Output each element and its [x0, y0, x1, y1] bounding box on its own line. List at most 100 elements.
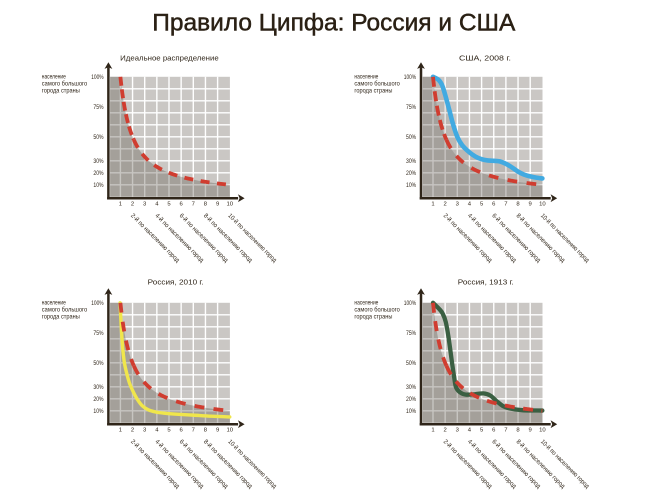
svg-text:9: 9: [216, 201, 219, 207]
svg-text:10%: 10%: [93, 182, 103, 189]
svg-text:8: 8: [516, 201, 520, 207]
svg-text:7: 7: [192, 427, 195, 433]
svg-text:2: 2: [444, 201, 447, 207]
svg-text:самого большого: самого большого: [42, 306, 88, 314]
svg-text:1: 1: [431, 201, 434, 207]
svg-text:9: 9: [529, 427, 532, 433]
svg-text:2: 2: [444, 427, 447, 433]
svg-text:100%: 100%: [404, 74, 416, 81]
svg-text:7: 7: [504, 201, 507, 207]
svg-text:9: 9: [529, 201, 532, 207]
svg-text:4-й по населению город: 4-й по населению город: [153, 212, 206, 265]
svg-text:30%: 30%: [93, 384, 103, 391]
svg-text:4: 4: [468, 201, 472, 207]
svg-text:2: 2: [131, 427, 134, 433]
svg-text:6: 6: [180, 427, 184, 433]
svg-text:10%: 10%: [406, 408, 416, 415]
svg-text:50%: 50%: [406, 360, 416, 367]
svg-text:6-й по населению город: 6-й по населению город: [490, 438, 543, 491]
svg-text:самого большого: самого большого: [42, 80, 88, 88]
svg-text:8-й по населению город: 8-й по населению город: [202, 438, 255, 491]
svg-text:10-й по населению город: 10-й по населению город: [226, 212, 279, 265]
svg-text:50%: 50%: [93, 360, 103, 367]
svg-text:10: 10: [226, 427, 233, 433]
svg-text:5: 5: [480, 427, 484, 433]
svg-text:2-й по населению город: 2-й по населению город: [129, 212, 182, 265]
svg-text:10: 10: [539, 427, 546, 433]
svg-text:4-й по населению город: 4-й по населению город: [153, 438, 206, 491]
svg-text:20%: 20%: [406, 170, 416, 177]
svg-text:10%: 10%: [93, 408, 103, 415]
svg-text:5: 5: [480, 201, 484, 207]
svg-text:8: 8: [204, 201, 208, 207]
svg-text:города страны: города страны: [42, 88, 80, 95]
svg-text:5: 5: [167, 427, 171, 433]
svg-text:8: 8: [204, 427, 208, 433]
svg-text:самого большого: самого большого: [354, 80, 400, 88]
svg-text:6: 6: [492, 427, 496, 433]
svg-text:75%: 75%: [406, 104, 416, 111]
svg-text:30%: 30%: [93, 158, 103, 165]
svg-text:10: 10: [539, 201, 546, 207]
svg-text:8-й по населению город: 8-й по населению город: [202, 212, 255, 265]
svg-text:1: 1: [431, 427, 434, 433]
svg-text:3: 3: [143, 201, 147, 207]
svg-text:30%: 30%: [406, 384, 416, 391]
svg-text:20%: 20%: [406, 396, 416, 403]
svg-text:10%: 10%: [406, 182, 416, 189]
svg-text:4: 4: [155, 201, 159, 207]
svg-text:10: 10: [226, 201, 233, 207]
svg-text:население: население: [354, 74, 378, 81]
svg-text:Идеальное распределение: Идеальное распределение: [120, 53, 219, 62]
svg-text:8-й по населению город: 8-й по населению город: [515, 212, 568, 265]
svg-text:города страны: города страны: [354, 88, 392, 95]
svg-text:города страны: города страны: [354, 314, 392, 321]
svg-text:3: 3: [143, 427, 147, 433]
svg-text:20%: 20%: [93, 396, 103, 403]
svg-text:1: 1: [119, 427, 122, 433]
svg-text:75%: 75%: [93, 104, 103, 111]
svg-text:4: 4: [468, 427, 472, 433]
svg-text:6-й по населению город: 6-й по населению город: [178, 438, 231, 491]
svg-text:6-й по населению город: 6-й по населению город: [178, 212, 231, 265]
svg-text:10-й по населению город: 10-й по населению город: [539, 212, 592, 265]
svg-text:5: 5: [167, 201, 171, 207]
svg-text:6-й по населению город: 6-й по населению город: [490, 212, 543, 265]
svg-text:10-й по населению город: 10-й по населению город: [539, 438, 592, 491]
svg-text:2-й по населению город: 2-й по населению город: [442, 212, 495, 265]
svg-text:30%: 30%: [406, 158, 416, 165]
svg-text:6: 6: [180, 201, 184, 207]
svg-text:Правило Ципфа: Россия и США: Правило Ципфа: Россия и США: [152, 10, 515, 37]
svg-text:2: 2: [131, 201, 134, 207]
svg-text:75%: 75%: [93, 330, 103, 337]
svg-text:8-й по населению город: 8-й по населению город: [515, 438, 568, 491]
svg-text:1: 1: [119, 201, 122, 207]
svg-text:4-й по населению город: 4-й по населению город: [466, 212, 519, 265]
svg-text:Россия, 1913 г.: Россия, 1913 г.: [458, 277, 514, 286]
svg-text:2-й по населению город: 2-й по населению город: [129, 438, 182, 491]
svg-text:6: 6: [492, 201, 496, 207]
svg-text:самого большого: самого большого: [354, 306, 400, 314]
svg-text:7: 7: [192, 201, 195, 207]
svg-text:100%: 100%: [404, 300, 416, 307]
svg-text:3: 3: [456, 427, 460, 433]
svg-text:3: 3: [456, 201, 460, 207]
svg-text:75%: 75%: [406, 330, 416, 337]
svg-text:2-й по населению город: 2-й по населению город: [442, 438, 495, 491]
svg-text:7: 7: [504, 427, 507, 433]
svg-text:города страны: города страны: [42, 314, 80, 321]
svg-text:50%: 50%: [93, 134, 103, 141]
svg-text:100%: 100%: [91, 74, 103, 81]
svg-text:Россия, 2010 г.: Россия, 2010 г.: [148, 277, 204, 286]
svg-text:4-й по населению город: 4-й по населению город: [466, 438, 519, 491]
svg-text:4: 4: [155, 427, 159, 433]
svg-text:100%: 100%: [91, 300, 103, 307]
svg-text:население: население: [42, 74, 66, 81]
svg-text:10-й по населению город: 10-й по населению город: [226, 438, 279, 491]
svg-text:8: 8: [516, 427, 520, 433]
svg-text:9: 9: [216, 427, 219, 433]
svg-text:население: население: [42, 300, 66, 307]
svg-text:20%: 20%: [93, 170, 103, 177]
svg-text:США, 2008 г.: США, 2008 г.: [459, 53, 511, 62]
svg-text:население: население: [354, 300, 378, 307]
